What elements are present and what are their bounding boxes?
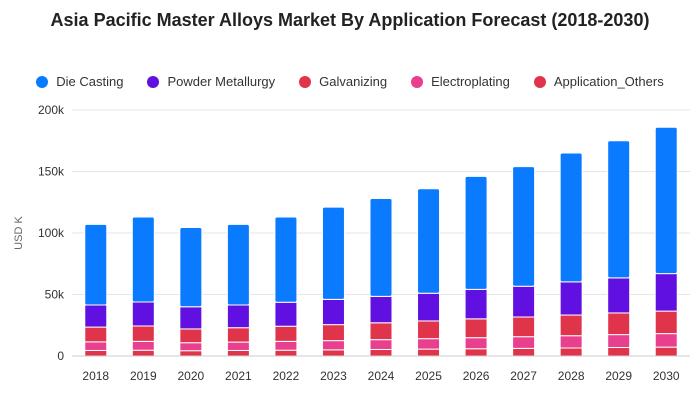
bar-powder-metallurgy-2019: [132, 302, 154, 326]
bar-application-others-2024: [370, 349, 392, 356]
bar-electroplating-2023: [322, 341, 344, 350]
bar-galvanizing-2022: [275, 326, 297, 341]
bar-galvanizing-2029: [608, 313, 630, 335]
y-tick-label: 150k: [38, 165, 65, 179]
bar-application-others-2030: [655, 347, 677, 356]
y-tick-label: 50k: [45, 288, 65, 302]
bar-electroplating-2022: [275, 341, 297, 350]
bar-powder-metallurgy-2028: [560, 282, 582, 315]
bar-powder-metallurgy-2022: [275, 302, 297, 326]
x-tick-label: 2025: [415, 369, 442, 383]
bar-application-others-2021: [227, 350, 249, 356]
bar-electroplating-2028: [560, 336, 582, 348]
x-tick-label: 2021: [225, 369, 252, 383]
x-tick-label: 2018: [82, 369, 109, 383]
bar-die-casting-2026: [465, 176, 487, 289]
x-tick-label: 2023: [320, 369, 347, 383]
x-tick-label: 2026: [463, 369, 490, 383]
x-tick-label: 2030: [653, 369, 680, 383]
bar-die-casting-2027: [513, 167, 535, 287]
bar-galvanizing-2024: [370, 323, 392, 340]
bar-galvanizing-2030: [655, 311, 677, 334]
x-tick-label: 2027: [510, 369, 537, 383]
bar-application-others-2028: [560, 348, 582, 356]
bar-powder-metallurgy-2018: [85, 305, 107, 327]
bar-application-others-2027: [513, 348, 535, 356]
bar-die-casting-2023: [322, 207, 344, 299]
bar-electroplating-2018: [85, 342, 107, 351]
bar-powder-metallurgy-2026: [465, 289, 487, 319]
bar-application-others-2022: [275, 350, 297, 356]
bar-galvanizing-2023: [322, 325, 344, 341]
bar-electroplating-2025: [418, 339, 440, 349]
bar-galvanizing-2020: [180, 329, 202, 343]
bar-galvanizing-2025: [418, 321, 440, 339]
bar-electroplating-2020: [180, 343, 202, 351]
bar-galvanizing-2018: [85, 327, 107, 342]
bar-application-others-2025: [418, 349, 440, 356]
bar-application-others-2023: [322, 350, 344, 356]
bar-electroplating-2030: [655, 334, 677, 348]
bar-die-casting-2030: [655, 127, 677, 273]
bar-galvanizing-2021: [227, 328, 249, 342]
bar-powder-metallurgy-2029: [608, 278, 630, 313]
bar-galvanizing-2028: [560, 315, 582, 336]
bar-application-others-2019: [132, 350, 154, 356]
y-tick-label: 100k: [38, 226, 65, 240]
bar-powder-metallurgy-2024: [370, 296, 392, 322]
bar-electroplating-2024: [370, 340, 392, 350]
bar-application-others-2026: [465, 349, 487, 356]
bar-application-others-2020: [180, 351, 202, 356]
bar-powder-metallurgy-2030: [655, 274, 677, 312]
bar-galvanizing-2019: [132, 326, 154, 341]
bar-die-casting-2025: [418, 189, 440, 294]
bar-electroplating-2026: [465, 338, 487, 349]
bar-galvanizing-2026: [465, 319, 487, 338]
bar-powder-metallurgy-2021: [227, 305, 249, 328]
x-tick-label: 2029: [605, 369, 632, 383]
y-axis-label: USD K: [13, 216, 25, 250]
bar-die-casting-2024: [370, 199, 392, 297]
bar-powder-metallurgy-2027: [513, 286, 535, 317]
x-tick-label: 2019: [130, 369, 157, 383]
bar-die-casting-2019: [132, 217, 154, 302]
bar-die-casting-2029: [608, 141, 630, 278]
bar-powder-metallurgy-2023: [322, 299, 344, 324]
y-tick-label: 200k: [38, 103, 65, 117]
bar-electroplating-2027: [513, 337, 535, 349]
bar-powder-metallurgy-2025: [418, 293, 440, 321]
x-tick-label: 2028: [558, 369, 585, 383]
bar-application-others-2018: [85, 350, 107, 356]
bar-electroplating-2019: [132, 341, 154, 350]
y-tick-label: 0: [57, 349, 64, 363]
bar-die-casting-2022: [275, 217, 297, 302]
bar-electroplating-2021: [227, 342, 249, 350]
bar-die-casting-2020: [180, 227, 202, 306]
bar-die-casting-2028: [560, 153, 582, 282]
x-tick-label: 2022: [273, 369, 300, 383]
x-tick-label: 2020: [177, 369, 204, 383]
bar-electroplating-2029: [608, 335, 630, 348]
bar-die-casting-2021: [227, 224, 249, 305]
bar-application-others-2029: [608, 348, 630, 356]
bar-powder-metallurgy-2020: [180, 307, 202, 329]
bar-die-casting-2018: [85, 224, 107, 305]
bar-galvanizing-2027: [513, 317, 535, 337]
x-tick-label: 2024: [368, 369, 395, 383]
